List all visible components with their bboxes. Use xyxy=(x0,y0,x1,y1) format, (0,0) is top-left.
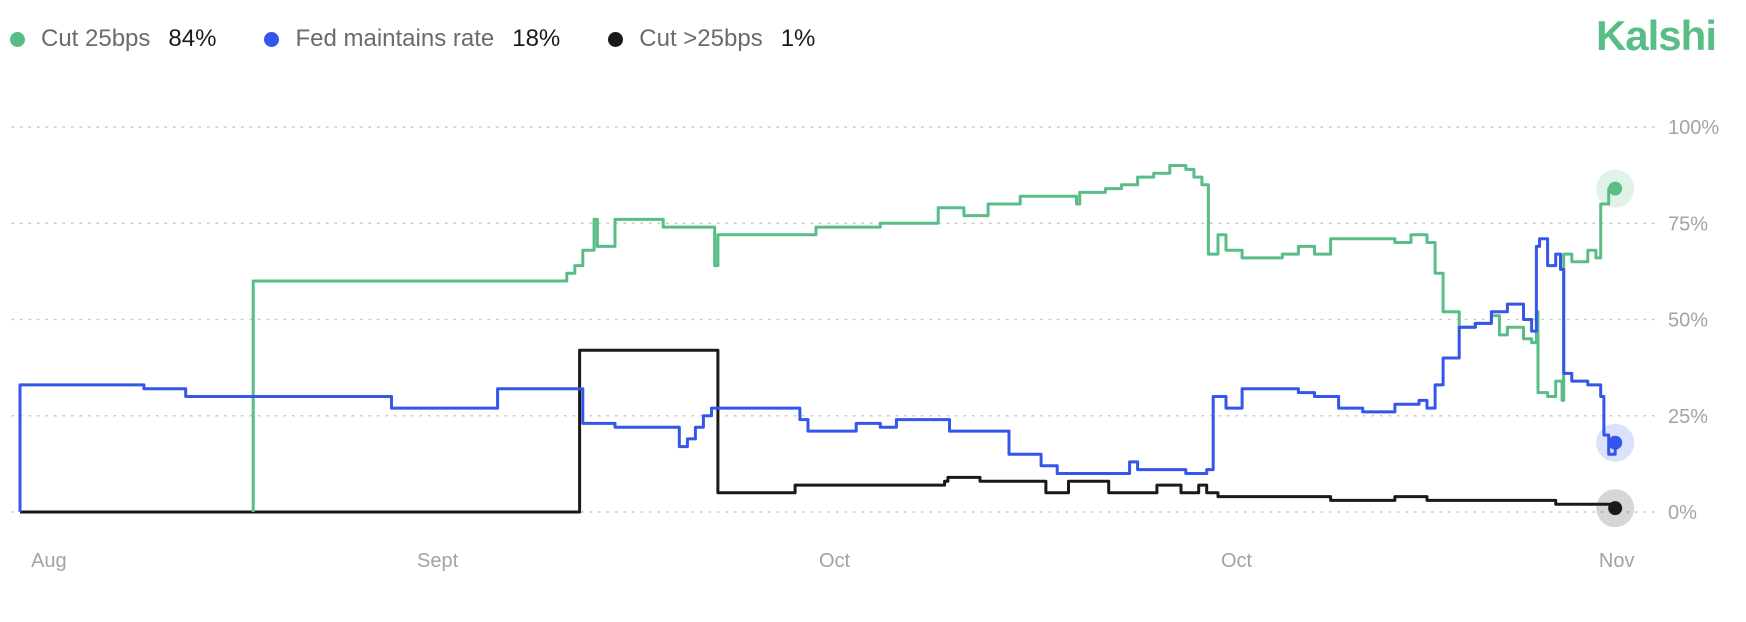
x-tick-label: Sept xyxy=(417,550,459,572)
legend-dot-cut-over-25bps xyxy=(608,31,624,47)
y-tick-label: 75% xyxy=(1668,213,1708,235)
x-axis-ticks: Aug Sept Oct Oct Nov xyxy=(31,550,1634,572)
end-marker-cut-over-25bps xyxy=(1608,501,1623,516)
series-line-fed-maintains-rate xyxy=(18,237,1617,512)
x-tick-label: Nov xyxy=(1599,550,1635,572)
x-tick-label: Oct xyxy=(1221,550,1253,572)
y-tick-label: 0% xyxy=(1668,502,1697,524)
y-tick-label: 100% xyxy=(1668,117,1719,139)
legend-dot-cut-25bps xyxy=(10,31,25,47)
legend-item-fed-maintains-rate[interactable]: Fed maintains rate 18% xyxy=(264,25,560,53)
kalshi-logo[interactable]: Kalshi xyxy=(1595,12,1717,59)
y-tick-label: 50% xyxy=(1668,310,1708,332)
legend: Cut 25bps 84% Fed maintains rate 18% Cut… xyxy=(10,22,863,56)
series-line-cut-over-25bps xyxy=(20,348,1617,514)
legend-value: 1% xyxy=(780,25,816,52)
chart-grid xyxy=(11,126,1659,513)
end-marker-cut-25bps xyxy=(1608,181,1623,196)
legend-name: Cut 25bps xyxy=(41,25,151,52)
y-axis-ticks: 0% 25% 50% 75% 100% xyxy=(1668,117,1719,524)
x-tick-label: Oct xyxy=(819,550,851,572)
legend-value: 84% xyxy=(168,25,217,52)
legend-dot-fed-maintains-rate xyxy=(264,31,280,47)
legend-name: Cut >25bps xyxy=(639,25,763,52)
series-end-markers xyxy=(1596,169,1635,528)
y-tick-label: 25% xyxy=(1668,406,1708,428)
series-lines xyxy=(18,164,1617,514)
legend-value: 18% xyxy=(512,25,561,52)
legend-item-cut-over-25bps[interactable]: Cut >25bps 1% xyxy=(608,25,815,53)
x-tick-label: Aug xyxy=(31,550,67,572)
series-line-cut-25bps xyxy=(251,164,1616,512)
legend-name: Fed maintains rate xyxy=(295,25,495,52)
legend-item-cut-25bps[interactable]: Cut 25bps 84% xyxy=(10,25,216,53)
end-marker-fed-maintains-rate xyxy=(1608,435,1623,450)
